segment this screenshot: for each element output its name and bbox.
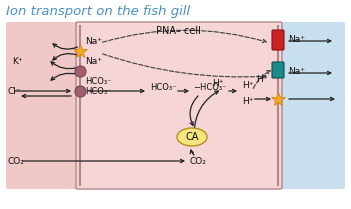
Text: PNA– cell: PNA– cell	[155, 26, 200, 36]
Text: CA: CA	[185, 132, 199, 142]
Text: Na⁺: Na⁺	[288, 66, 305, 75]
Text: −HCO₃⁻: −HCO₃⁻	[193, 84, 226, 93]
FancyBboxPatch shape	[76, 22, 282, 189]
Text: Ion transport on the fish gill: Ion transport on the fish gill	[6, 5, 190, 18]
Text: CO₂: CO₂	[190, 157, 207, 166]
FancyBboxPatch shape	[272, 30, 284, 50]
Text: H⁺: H⁺	[242, 97, 253, 106]
FancyBboxPatch shape	[6, 22, 80, 189]
Text: Na⁺: Na⁺	[85, 37, 102, 46]
Text: H⁺: H⁺	[242, 80, 253, 89]
Text: HCO₃⁻: HCO₃⁻	[85, 76, 112, 85]
Text: HCO₃⁻: HCO₃⁻	[85, 87, 112, 96]
FancyBboxPatch shape	[272, 62, 284, 78]
Text: Na⁺: Na⁺	[85, 56, 102, 65]
Text: Cl⁻: Cl⁻	[8, 87, 22, 96]
Text: CO₂: CO₂	[8, 157, 25, 166]
Text: K⁺: K⁺	[12, 56, 22, 65]
Ellipse shape	[177, 128, 207, 146]
Text: Na⁺: Na⁺	[288, 34, 305, 43]
FancyBboxPatch shape	[278, 22, 345, 189]
Text: H⁺: H⁺	[257, 74, 268, 84]
Text: H⁺: H⁺	[212, 79, 224, 88]
Text: HCO₃⁻: HCO₃⁻	[150, 84, 177, 93]
